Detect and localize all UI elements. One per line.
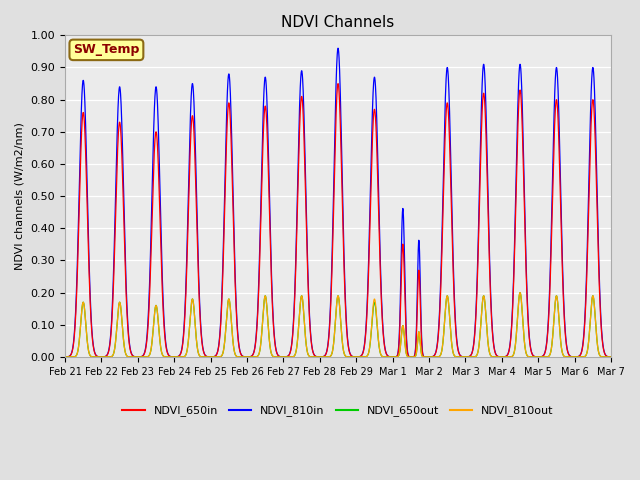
NDVI_650in — [607, 354, 615, 360]
NDVI_650in — [271, 336, 278, 342]
NDVI_650out — [156, 336, 164, 342]
NDVI_650out — [516, 290, 524, 296]
Y-axis label: NDVI channels (W/m2/nm): NDVI channels (W/m2/nm) — [15, 122, 25, 270]
NDVI_810out — [597, 353, 605, 359]
NDVI_650out — [124, 353, 131, 359]
NDVI_810in — [294, 161, 302, 167]
NDVI_810in — [334, 46, 342, 51]
NDVI_650in — [538, 354, 546, 360]
NDVI_650out — [607, 354, 615, 360]
NDVI_810out — [294, 331, 302, 337]
NDVI_810out — [61, 354, 69, 360]
Line: NDVI_650out: NDVI_650out — [65, 293, 611, 357]
NDVI_810in — [538, 354, 546, 360]
NDVI_810out — [425, 354, 433, 360]
Title: NDVI Channels: NDVI Channels — [282, 15, 395, 30]
NDVI_650out — [271, 354, 278, 360]
NDVI_810in — [271, 334, 278, 339]
NDVI_650out — [538, 354, 546, 360]
NDVI_650out — [425, 354, 433, 360]
NDVI_810out — [271, 354, 278, 360]
NDVI_650out — [294, 331, 302, 337]
NDVI_810out — [156, 336, 164, 342]
NDVI_810in — [597, 311, 605, 317]
NDVI_650in — [597, 316, 605, 322]
NDVI_650in — [156, 206, 164, 212]
NDVI_650out — [61, 354, 69, 360]
NDVI_810out — [516, 290, 524, 296]
Line: NDVI_810out: NDVI_810out — [65, 293, 611, 357]
NDVI_650in — [425, 354, 433, 360]
NDVI_650in — [294, 179, 302, 184]
NDVI_810out — [538, 354, 546, 360]
Line: NDVI_810in: NDVI_810in — [65, 48, 611, 357]
NDVI_810in — [607, 354, 615, 360]
NDVI_810in — [61, 354, 69, 360]
NDVI_650in — [124, 316, 131, 322]
NDVI_810in — [425, 354, 433, 360]
NDVI_810in — [156, 177, 164, 182]
Legend: NDVI_650in, NDVI_810in, NDVI_650out, NDVI_810out: NDVI_650in, NDVI_810in, NDVI_650out, NDV… — [118, 401, 558, 421]
NDVI_810in — [124, 311, 131, 316]
NDVI_650out — [597, 353, 605, 359]
Line: NDVI_650in: NDVI_650in — [65, 84, 611, 357]
Text: SW_Temp: SW_Temp — [73, 43, 140, 56]
NDVI_810out — [607, 354, 615, 360]
NDVI_650in — [334, 81, 342, 86]
NDVI_810out — [124, 353, 131, 359]
NDVI_650in — [61, 354, 69, 360]
